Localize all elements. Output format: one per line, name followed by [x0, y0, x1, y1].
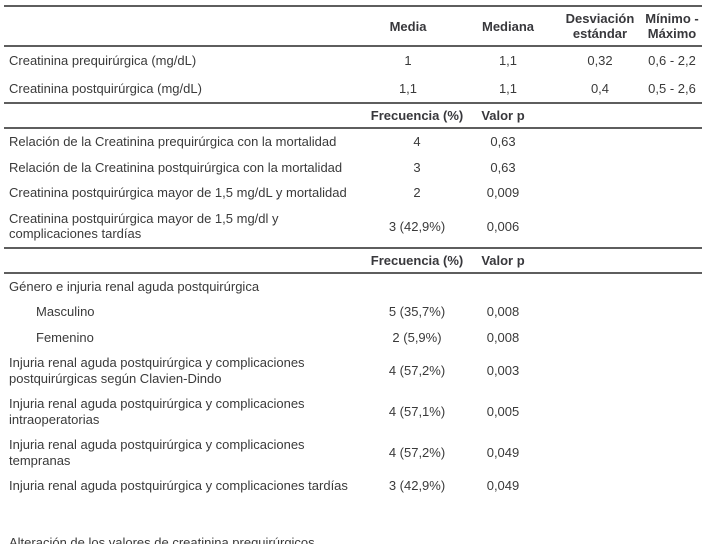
table-row: Relación de la Creatinina prequirúrgica …: [4, 128, 702, 155]
table-row: Injuria renal aguda postquirúrgica y com…: [4, 473, 702, 499]
table-header-row: Frecuencia (%) Valor p: [4, 104, 702, 129]
cell-mediana: 1,1: [498, 80, 518, 96]
cell-valor-p: 0,008: [486, 329, 520, 345]
col-header-frecuencia: Frecuencia (%): [370, 104, 464, 129]
table-row: Masculino 5 (35,7%) 0,008: [4, 299, 702, 325]
cell-valor-p: 0,006: [486, 218, 520, 234]
cell-valor-p: 0,009: [486, 185, 520, 201]
table-row: Creatinina postquirúrgica mayor de 1,5 m…: [4, 206, 702, 248]
row-label: Creatinina postquirúrgica mayor de 1,5 m…: [9, 185, 347, 200]
cell-frecuencia: 2 (5,9%): [392, 329, 442, 345]
col-header-frecuencia: Frecuencia (%): [370, 248, 464, 274]
aki-associations-table: Frecuencia (%) Valor p Género e injuria …: [4, 248, 702, 544]
row-label: Creatinina postquirúrgica (mg/dL): [9, 80, 202, 96]
col-header-media: Media: [358, 6, 458, 47]
cell-valor-p: 0,005: [486, 404, 520, 419]
descriptive-stats-table: Media Mediana Desviación estándar Mínimo…: [4, 5, 702, 104]
cell-media: 1,1: [398, 80, 418, 96]
row-label-alteracion: Alteración de los valores de creatinina …: [4, 499, 370, 544]
cell-frecuencia: 5 (35,7%): [388, 304, 446, 320]
cell-valor-p: 0,049: [486, 445, 520, 460]
cell-frecuencia: 3: [413, 159, 421, 175]
cell-minmax: 0,5 - 2,6: [648, 80, 696, 96]
row-label: Relación de la Creatinina postquirúrgica…: [9, 159, 343, 175]
table-row: Creatinina postquirúrgica mayor de 1,5 m…: [4, 180, 702, 206]
col-header-empty: [4, 104, 370, 129]
table-row: Creatinina postquirúrgica (mg/dL) 1,1 1,…: [4, 75, 702, 104]
row-label-femenino: Femenino: [36, 329, 94, 345]
col-header-filler: [542, 248, 702, 274]
cell-frecuencia: 4 (57,2%): [388, 445, 446, 460]
col-header-desviacion-estandar: Desviación estándar: [558, 6, 642, 47]
row-label-masculino: Masculino: [36, 304, 95, 319]
col-header-filler: [542, 104, 702, 129]
cell-frecuencia: 4 (57,2%): [388, 363, 446, 378]
cell-frecuencia: 3 (42,9%): [388, 218, 446, 234]
col-header-minimo-maximo: Mínimo - Máximo: [642, 6, 702, 47]
row-label: Género e injuria renal aguda postquirúrg…: [9, 278, 260, 294]
cell-desviacion: 0,32: [587, 53, 613, 69]
cell-frecuencia: 2: [413, 185, 421, 201]
row-label: Injuria renal aguda postquirúrgica y com…: [9, 396, 305, 427]
table-header-row: Frecuencia (%) Valor p: [4, 248, 702, 274]
col-header-valor-p: Valor p: [464, 248, 542, 274]
table-row: Injuria renal aguda postquirúrgica y com…: [4, 432, 702, 473]
col-header-empty: [4, 248, 370, 274]
cell-mediana: 1,1: [498, 53, 518, 69]
col-header-valor-p: Valor p: [464, 104, 542, 129]
cell-valor-p: 0,037: [464, 499, 542, 544]
cell-valor-p: 0,63: [490, 134, 516, 150]
col-header-mediana: Mediana: [458, 6, 558, 47]
row-label: Creatinina postquirúrgica mayor de 1,5 m…: [9, 210, 279, 242]
table-row: Femenino 2 (5,9%) 0,008: [4, 325, 702, 351]
row-label: Injuria renal aguda postquirúrgica y com…: [9, 478, 348, 493]
cell-media: 1: [404, 53, 412, 69]
row-label: Injuria renal aguda postquirúrgica y com…: [9, 355, 305, 386]
cell-valor-p: 0,008: [486, 304, 520, 320]
row-label: Creatinina prequirúrgica (mg/dL): [9, 53, 197, 68]
cell-frecuencia: [370, 273, 464, 300]
mortality-associations-table: Frecuencia (%) Valor p Relación de la Cr…: [4, 104, 702, 249]
cell-valor-p: 0,003: [486, 363, 520, 378]
cell-valor-p: 0,63: [490, 159, 516, 175]
table-row: Creatinina prequirúrgica (mg/dL) 1 1,1 0…: [4, 46, 702, 75]
cell-valor-p: [464, 273, 542, 300]
table-row: Género e injuria renal aguda postquirúrg…: [4, 273, 702, 300]
col-header-empty: [4, 6, 358, 47]
statistics-table: Media Mediana Desviación estándar Mínimo…: [4, 5, 702, 544]
cell-frecuencia: 3 (42,9%): [388, 478, 446, 494]
cell-frecuencia: 4: [413, 134, 421, 150]
cell-frecuencia: 13 (76,5%): [370, 499, 464, 544]
cell-valor-p: 0,049: [486, 478, 520, 494]
table-row: Alteración de los valores de creatinina …: [4, 499, 702, 544]
cell-desviacion: 0,4: [590, 80, 610, 96]
row-label-line1: Alteración de los valores de creatinina …: [9, 534, 315, 544]
row-label: Relación de la Creatinina prequirúrgica …: [9, 134, 337, 149]
table-header-row: Media Mediana Desviación estándar Mínimo…: [4, 6, 702, 47]
row-label: Injuria renal aguda postquirúrgica y com…: [9, 437, 305, 468]
table-row: Injuria renal aguda postquirúrgica y com…: [4, 350, 702, 391]
table-row: Injuria renal aguda postquirúrgica y com…: [4, 391, 702, 432]
cell-frecuencia: 4 (57,1%): [388, 404, 446, 419]
cell-minmax: 0,6 - 2,2: [648, 53, 696, 69]
table-row: Relación de la Creatinina postquirúrgica…: [4, 155, 702, 181]
